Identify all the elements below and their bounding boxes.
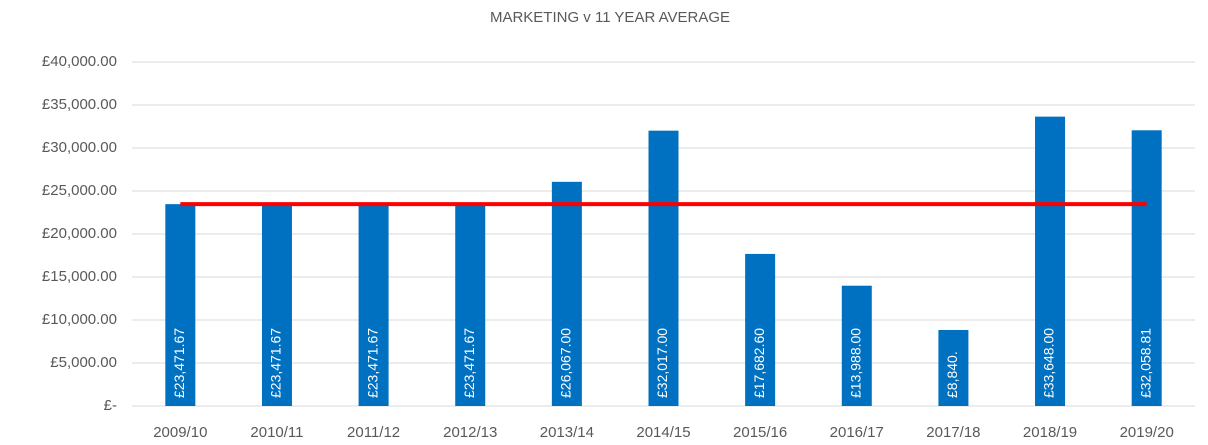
bar	[745, 253, 776, 406]
y-tick-label: £35,000.00	[42, 96, 117, 113]
data-label: £23,471.67	[461, 328, 477, 398]
x-tick-label: 2019/20	[1120, 424, 1174, 441]
data-label: £13,988.00	[847, 328, 863, 398]
data-label: £33,648.00	[1041, 328, 1057, 398]
chart-title: MARKETING v 11 YEAR AVERAGE	[490, 9, 730, 26]
y-tick-label: £20,000.00	[42, 225, 117, 242]
y-tick-label: £40,000.00	[42, 53, 117, 70]
bar	[938, 329, 969, 406]
bar	[165, 204, 196, 406]
data-label: £23,471.67	[364, 328, 380, 398]
x-tick-label: 2013/14	[540, 424, 594, 441]
y-tick-label: £-	[104, 397, 117, 414]
x-tick-label: 2016/17	[830, 424, 884, 441]
x-tick-label: 2018/19	[1023, 424, 1077, 441]
data-label: £23,471.67	[171, 328, 187, 398]
data-label: £8,840.	[944, 351, 960, 398]
x-tick-label: 2012/13	[443, 424, 497, 441]
bar	[455, 204, 486, 406]
x-tick-label: 2010/11	[250, 424, 303, 441]
y-tick-label: £10,000.00	[42, 311, 117, 328]
x-tick-label: 2011/12	[347, 424, 400, 441]
data-label: £32,058.81	[1137, 328, 1153, 398]
x-tick-label: 2014/15	[636, 424, 690, 441]
y-tick-label: £15,000.00	[42, 268, 117, 285]
bar	[648, 130, 679, 406]
data-label: £32,017.00	[654, 328, 670, 398]
x-tick-label: 2017/18	[926, 424, 980, 441]
data-label: £26,067.00	[558, 328, 574, 398]
bar	[841, 285, 872, 406]
y-tick-label: £5,000.00	[50, 354, 117, 371]
data-label: £17,682.60	[751, 328, 767, 398]
y-tick-label: £30,000.00	[42, 139, 117, 156]
bar	[261, 204, 292, 406]
bar	[551, 181, 582, 406]
data-label: £23,471.67	[268, 328, 284, 398]
x-tick-label: 2015/16	[733, 424, 787, 441]
x-tick-label: 2009/10	[153, 424, 207, 441]
y-tick-label: £25,000.00	[42, 182, 117, 199]
bar	[358, 204, 389, 406]
bar	[1131, 130, 1162, 406]
bar	[1035, 116, 1066, 406]
